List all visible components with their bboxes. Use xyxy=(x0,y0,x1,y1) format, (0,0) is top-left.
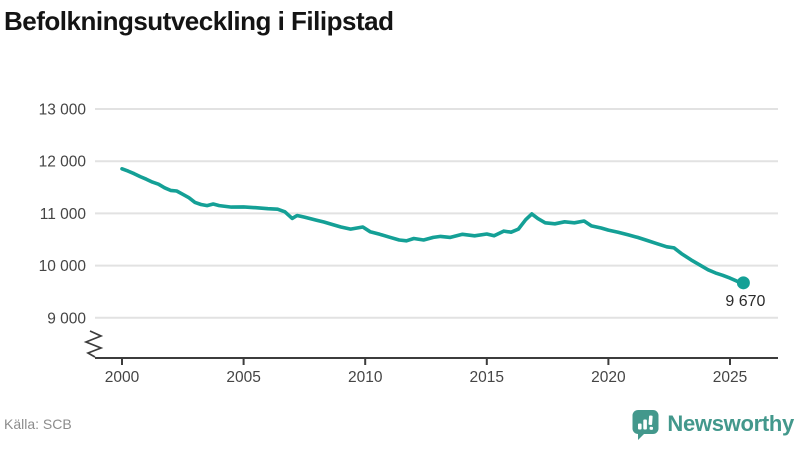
y-tick-label: 13 000 xyxy=(39,102,87,119)
end-value-label: 9 670 xyxy=(725,293,765,310)
y-tick-label: 10 000 xyxy=(39,258,87,275)
x-tick-label: 2015 xyxy=(470,369,504,386)
y-tick-label: 11 000 xyxy=(40,206,87,223)
source-label: Källa: SCB xyxy=(4,416,72,432)
y-tick-label: 12 000 xyxy=(39,154,87,171)
x-tick-label: 2010 xyxy=(348,369,383,386)
x-tick-label: 2025 xyxy=(713,369,747,386)
chart-title: Befolkningsutveckling i Filipstad xyxy=(4,6,394,36)
y-tick-label: 9 000 xyxy=(47,310,86,327)
x-tick-label: 2005 xyxy=(226,369,260,386)
newsworthy-logo: Newsworthy xyxy=(631,408,794,441)
end-point-marker xyxy=(736,276,750,290)
x-tick-label: 2000 xyxy=(105,369,140,386)
population-line-chart: 13 000 12 000 11 000 10 000 9 000 2000 2005 201… xyxy=(39,102,778,386)
chart-footer: Källa: SCB Newsworthy xyxy=(0,404,800,450)
x-tick-label: 2020 xyxy=(591,369,626,386)
newsworthy-chart-bubble-icon xyxy=(632,409,659,440)
axis-break-icon xyxy=(83,330,104,358)
newsworthy-wordmark: Newsworthy xyxy=(667,411,794,436)
population-line xyxy=(120,167,746,285)
